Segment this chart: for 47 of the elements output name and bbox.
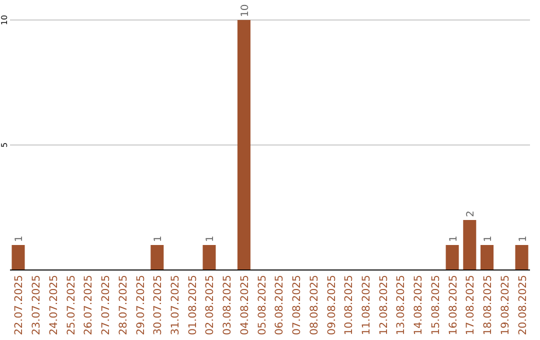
x-tick-label: 14.08.2025 (412, 275, 425, 336)
data-label: 2 (466, 210, 477, 217)
bar (150, 245, 164, 270)
x-tick-label: 02.08.2025 (204, 275, 216, 336)
x-tick-label: 13.08.2025 (395, 275, 408, 336)
bar (202, 245, 216, 270)
data-label: 1 (205, 236, 216, 242)
data-label: 1 (153, 236, 164, 242)
x-tick-label: 17.08.2025 (464, 275, 477, 336)
x-tick-label: 10.08.2025 (343, 275, 356, 336)
data-label: 1 (448, 236, 460, 242)
x-tick-label: 26.07.2025 (82, 275, 95, 336)
x-tick-label: 28.07.2025 (117, 275, 130, 336)
y-tick-label: 5 (0, 142, 9, 148)
x-tick-label: 16.08.2025 (447, 275, 460, 336)
x-tick-label: 25.07.2025 (65, 275, 78, 336)
x-tick-label: 07.08.2025 (291, 275, 304, 336)
data-label: 10 (240, 4, 251, 17)
bar (515, 245, 528, 270)
bar (463, 220, 476, 270)
x-tick-label: 23.07.2025 (30, 275, 43, 336)
x-tick-label: 05.08.2025 (256, 275, 268, 336)
bar (12, 245, 25, 270)
x-tick-label: 12.08.2025 (378, 275, 390, 336)
x-tick-label: 03.08.2025 (222, 275, 234, 336)
bar (446, 245, 459, 270)
data-label: 1 (518, 236, 529, 242)
x-tick-label: 20.08.2025 (516, 275, 529, 336)
x-tick-label: 27.07.2025 (100, 275, 112, 336)
x-tick-label: 15.08.2025 (430, 275, 442, 336)
x-tick-label: 24.07.2025 (48, 275, 60, 336)
x-tick-label: 04.08.2025 (238, 275, 251, 336)
x-tick-label: 08.08.2025 (308, 275, 320, 336)
x-tick-label: 11.08.2025 (360, 275, 372, 336)
x-tick-label: 22.07.2025 (13, 275, 26, 336)
x-tick-label: 06.08.2025 (274, 275, 286, 336)
x-tick-label: 01.08.2025 (186, 275, 199, 336)
x-tick-label: 18.08.2025 (482, 275, 494, 336)
data-label: 1 (14, 236, 26, 242)
x-tick-label: 19.08.2025 (499, 275, 512, 336)
x-tick-label: 31.07.2025 (170, 275, 182, 336)
x-tick-label: 30.07.2025 (152, 275, 164, 336)
x-tick-label: 29.07.2025 (134, 275, 147, 336)
data-label: 1 (483, 236, 494, 242)
x-tick-label: 09.08.2025 (326, 275, 338, 336)
bar (237, 20, 250, 270)
bar (480, 245, 494, 270)
